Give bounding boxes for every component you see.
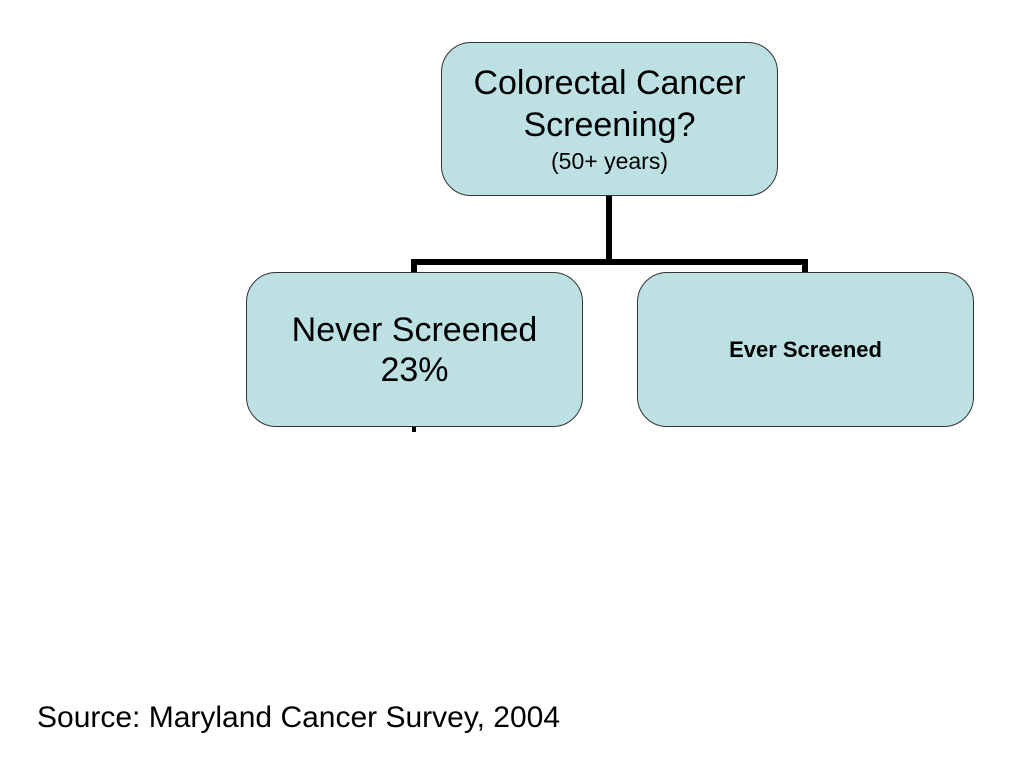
root-node-title-line1: Colorectal Cancer <box>473 64 746 102</box>
child-node-never-screened: Never Screened 23% <box>246 272 583 427</box>
never-screened-value: 23% <box>380 350 449 389</box>
root-node-title-line2: Screening? <box>523 106 696 144</box>
never-screened-label: Never Screened <box>291 310 538 349</box>
source-citation: Source: Maryland Cancer Survey, 2004 <box>37 701 561 734</box>
root-node-screening-question: Colorectal Cancer Screening? (50+ years) <box>441 42 778 196</box>
root-node-subtitle: (50+ years) <box>551 148 668 174</box>
ever-screened-label: Ever Screened <box>729 336 882 362</box>
child-node-ever-screened: Ever Screened <box>637 272 974 427</box>
